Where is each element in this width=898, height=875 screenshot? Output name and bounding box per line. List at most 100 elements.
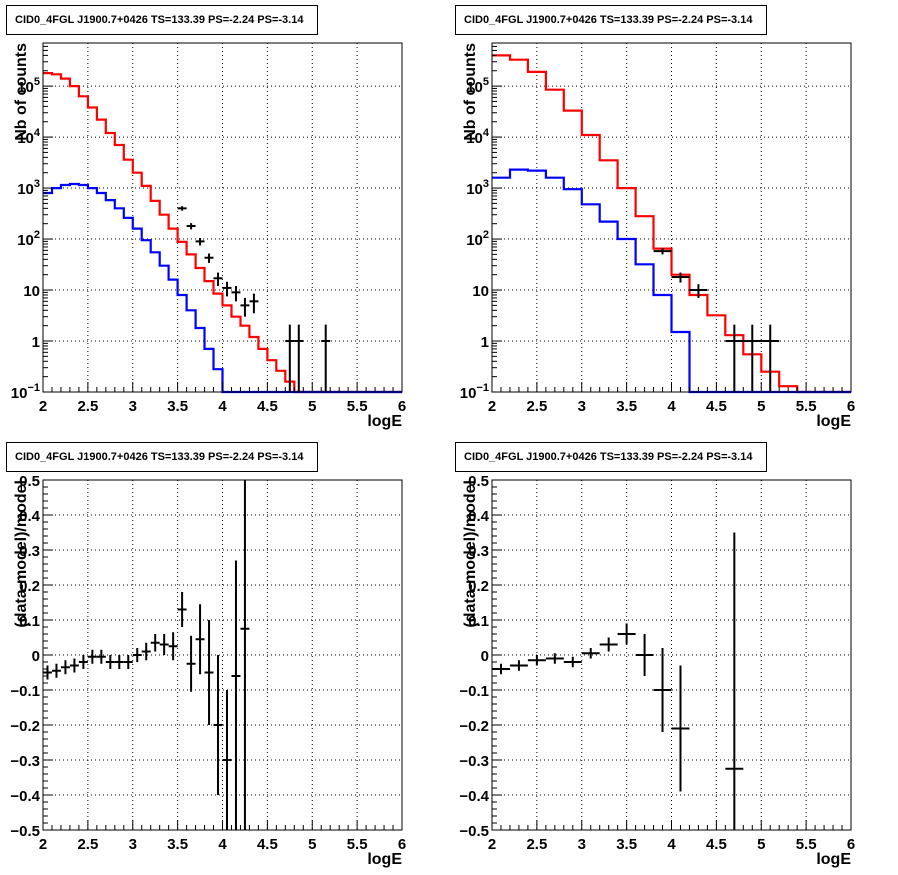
- x-tick-label: 2: [488, 398, 496, 415]
- y-tick-exponent: 4: [34, 127, 41, 139]
- data-point: [177, 592, 187, 627]
- title-text: CID0_4FGL J1900.7+0426 TS=133.39 PS=-2.2…: [15, 451, 304, 463]
- x-tick-label: 5.5: [796, 398, 817, 415]
- data-point: [96, 649, 106, 664]
- model-histogram-source: [492, 168, 851, 394]
- y-tick-label: 102: [17, 229, 40, 249]
- y-tick-label: 0: [32, 648, 40, 665]
- title-box: [6, 5, 318, 35]
- data-point: [51, 663, 61, 678]
- y-axis-label: (data-model)/model: [462, 480, 479, 628]
- y-tick-label: 0.5: [19, 473, 40, 490]
- data-point: [725, 532, 744, 830]
- data-point: [114, 655, 124, 669]
- x-tick-label: 4.5: [257, 836, 278, 853]
- x-axis-label: logE: [367, 413, 402, 430]
- title-text: CID0_4FGL J1900.7+0426 TS=133.39 PS=-2.2…: [464, 451, 753, 463]
- data-point: [563, 656, 582, 668]
- data-point: [671, 272, 690, 283]
- y-tick-label: 104: [466, 127, 490, 147]
- x-tick-label: 4.5: [257, 398, 278, 415]
- y-tick-label: −0.4: [459, 788, 489, 805]
- y-tick-label: 105: [17, 76, 40, 96]
- data-point: [761, 324, 780, 392]
- y-tick-base: 10: [17, 181, 34, 198]
- x-tick-label: 5: [757, 398, 765, 415]
- data-point: [231, 285, 241, 302]
- y-tick-label: −0.3: [10, 753, 40, 770]
- y-tick-label: −0.1: [459, 683, 489, 700]
- y-tick-label: 10: [472, 283, 489, 300]
- y-tick-label: 103: [466, 178, 489, 198]
- data-point: [285, 324, 295, 392]
- y-tick-base: 10: [466, 130, 483, 147]
- data-point: [545, 653, 564, 664]
- data-point: [617, 623, 636, 645]
- data-point: [240, 297, 250, 317]
- data-point: [581, 648, 600, 659]
- data-point: [204, 620, 214, 725]
- y-tick-label: −0.5: [10, 823, 40, 840]
- data-point: [231, 560, 241, 830]
- data-point: [69, 658, 79, 673]
- y-tick-label: 1: [481, 334, 489, 351]
- data-point: [213, 272, 223, 286]
- x-tick-label: 3: [129, 836, 137, 853]
- x-axis-label: logE: [816, 413, 851, 430]
- x-tick-label: 2.5: [526, 398, 547, 415]
- data-point: [195, 604, 205, 675]
- data-point: [509, 660, 528, 671]
- data-point: [43, 665, 52, 680]
- data-point: [141, 642, 151, 661]
- y-axis-label: (data-model)/model: [13, 480, 30, 628]
- y-tick-base: 10: [11, 385, 28, 402]
- y-tick-base: 10: [466, 232, 483, 249]
- y-tick-label: 0.2: [19, 578, 40, 595]
- y-tick-label: 103: [17, 178, 40, 198]
- y-tick-label: 0.5: [468, 473, 489, 490]
- data-point: [671, 665, 690, 792]
- x-tick-label: 4.5: [706, 398, 727, 415]
- data-point: [132, 648, 142, 662]
- data-point: [213, 655, 223, 795]
- y-tick-label: 10−1: [11, 382, 40, 402]
- x-tick-label: 4: [218, 836, 227, 853]
- data-point: [105, 655, 115, 669]
- x-tick-label: 3: [129, 398, 137, 415]
- x-tick-label: 2.5: [77, 836, 98, 853]
- y-tick-label: 0.3: [19, 543, 40, 560]
- plot-title: CID0_4FGL J1900.7+0426 TS=133.39 PS=-2.2…: [455, 5, 767, 35]
- y-tick-label: 0: [481, 648, 489, 665]
- title-box: [6, 442, 318, 472]
- data-point: [240, 480, 250, 830]
- x-tick-label: 3: [578, 398, 586, 415]
- data-point: [653, 248, 672, 255]
- y-tick-exponent: 5: [34, 76, 40, 88]
- data-point: [78, 655, 88, 669]
- data-point: [123, 655, 133, 669]
- y-tick-base: 10: [17, 130, 34, 147]
- panel-1: 2 2.5 3 3.5 4 4.5 5 5.5 610−1110102103104105logE…: [6, 5, 406, 430]
- panel-3: 2 2.5 3 3.5 4 4.5 5 5.5 6 −0.5 −0.4 −0.3 −0.2 −0.1 0 0.…: [6, 442, 406, 868]
- data-point: [204, 253, 214, 263]
- data-point: [150, 634, 160, 652]
- y-tick-label: 0.1: [468, 613, 489, 630]
- x-tick-label: 2: [488, 836, 496, 853]
- x-tick-label: 5: [308, 836, 316, 853]
- x-tick-label: 4.5: [706, 836, 727, 853]
- x-tick-label: 5.5: [796, 836, 817, 853]
- data-point: [294, 324, 304, 392]
- x-tick-label: 3.5: [616, 836, 637, 853]
- y-tick-label: 10−1: [460, 382, 489, 402]
- title-text: CID0_4FGL J1900.7+0426 TS=133.39 PS=-2.2…: [15, 14, 304, 26]
- y-axis-label: Nb of counts: [462, 43, 479, 141]
- x-tick-label: 5: [757, 836, 765, 853]
- x-tick-label: 4: [667, 836, 676, 853]
- panel-4: 2 2.5 3 3.5 4 4.5 5 5.5 6 −0.5 −0.4 −0.3 −0.2 −0.1 0 0.…: [455, 442, 855, 868]
- data-point: [249, 293, 259, 314]
- data-point: [743, 324, 762, 392]
- data-point: [159, 634, 169, 655]
- data-point: [186, 635, 196, 692]
- y-tick-base: 10: [17, 232, 34, 249]
